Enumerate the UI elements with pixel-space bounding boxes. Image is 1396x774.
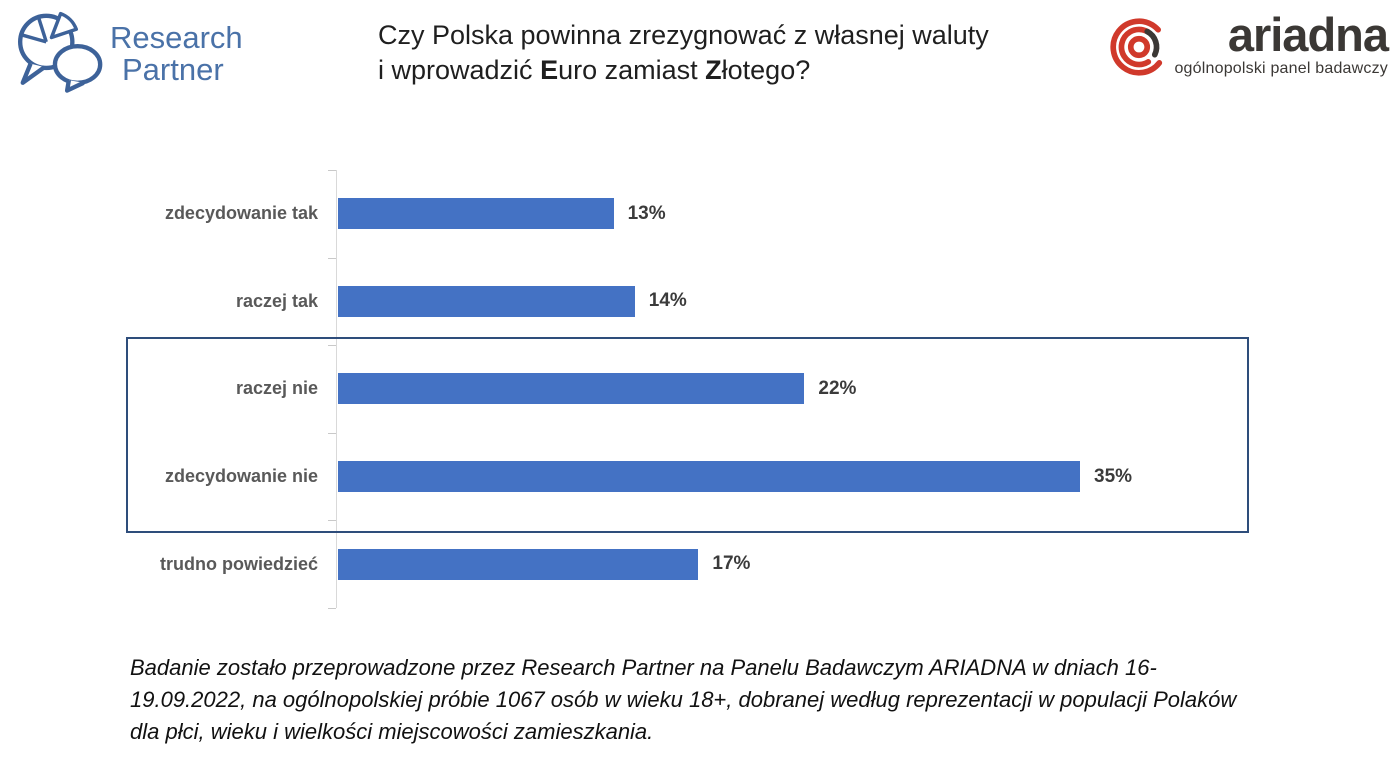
axis-tick	[328, 520, 336, 522]
category-label: zdecydowanie tak	[164, 203, 318, 224]
value-label: 14%	[648, 290, 687, 312]
value-label: 17%	[712, 553, 751, 575]
chart-row: raczej tak 14%	[0, 258, 1260, 346]
chart-row: raczej nie 22%	[0, 345, 1260, 433]
highlight-box	[126, 337, 1249, 533]
value-label: 13%	[627, 202, 666, 224]
category-label: zdecydowanie nie	[164, 466, 318, 487]
axis-tick	[328, 170, 336, 171]
ariadna-spiral-icon	[1110, 18, 1169, 76]
axis-tick	[328, 432, 336, 434]
value-label: 22%	[818, 377, 857, 399]
axis-tick	[328, 345, 336, 347]
title-line-1: Czy Polska powinna zrezygnować z własnej…	[378, 20, 989, 50]
speech-bubbles-pie-icon	[18, 11, 103, 93]
chart-row: trudno powiedzieć 17%	[0, 520, 1260, 608]
category-axis-line	[336, 170, 337, 608]
bar	[338, 198, 614, 230]
axis-tick	[328, 608, 336, 609]
ariadna-wordmark-block: ariadna ogólnopolski panel badawczy	[1174, 8, 1389, 78]
title-segment: łotego?	[721, 55, 811, 85]
chart-row: zdecydowanie nie 35%	[0, 433, 1260, 521]
research-partner-line1: Research	[110, 20, 243, 55]
bar	[338, 548, 699, 580]
category-label: raczej nie	[235, 378, 318, 399]
research-partner-line2: Partner	[122, 52, 224, 87]
title-segment: Z	[705, 55, 722, 85]
bar	[338, 461, 1080, 493]
title-line-2: i wprowadzić Euro zamiast Złotego?	[378, 53, 989, 88]
ariadna-logo: ariadna ogólnopolski panel badawczy	[1106, 8, 1389, 80]
axis-tick	[328, 257, 336, 259]
category-label: raczej tak	[235, 290, 318, 311]
survey-question-title: Czy Polska powinna zrezygnować z własnej…	[378, 18, 989, 88]
chart-row: zdecydowanie tak 13%	[0, 170, 1260, 258]
research-partner-wordmark: Research Partner	[110, 22, 243, 86]
footnote: Badanie zostało przeprowadzone przez Res…	[130, 655, 1237, 744]
research-partner-logo: Research Partner	[8, 8, 243, 94]
ariadna-wordmark: ariadna	[1227, 8, 1389, 61]
bar-chart: zdecydowanie tak 13% raczej tak 14% raczej n…	[0, 170, 1260, 608]
title-segment: uro zamiast	[558, 55, 706, 85]
category-label: trudno powiedzieć	[159, 553, 318, 574]
title-segment: E	[540, 55, 559, 85]
title-segment: i wprowadzić	[378, 55, 541, 85]
ariadna-tagline: ogólnopolski panel badawczy	[1174, 60, 1388, 77]
value-label: 35%	[1094, 465, 1133, 487]
bar	[338, 285, 635, 317]
bar	[338, 373, 805, 405]
